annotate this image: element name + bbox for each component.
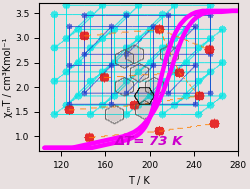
- X-axis label: T / K: T / K: [128, 176, 149, 186]
- Text: ΔT= 73 K: ΔT= 73 K: [115, 135, 184, 148]
- Y-axis label: χₘT / cm³Kmol⁻¹: χₘT / cm³Kmol⁻¹: [4, 38, 14, 117]
